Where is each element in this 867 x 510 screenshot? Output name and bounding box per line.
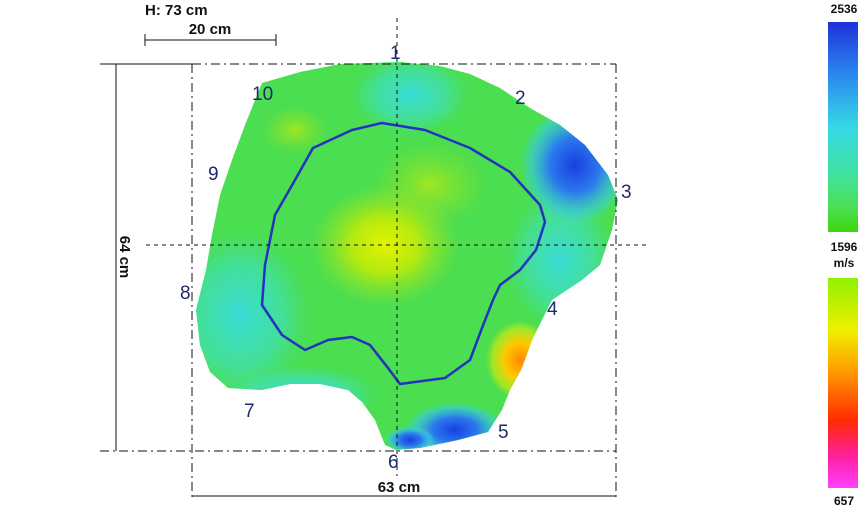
inner-contour-line xyxy=(260,121,547,386)
scale-bar-label: 20 cm xyxy=(189,21,232,38)
cross-section xyxy=(196,62,618,450)
sensor-point-1: 1 xyxy=(390,43,401,64)
sensor-point-3: 3 xyxy=(621,182,632,203)
legend-max-value: 2536 xyxy=(831,2,858,16)
legend-upper-scale xyxy=(828,22,858,232)
legend-mid-value: 1596 xyxy=(831,240,858,254)
sensor-point-7: 7 xyxy=(244,401,255,422)
sensor-point-10: 10 xyxy=(252,84,273,105)
sensor-points: 1 2 3 4 5 6 7 8 9 10 xyxy=(180,43,632,473)
legend-min-value: 657 xyxy=(834,494,854,508)
velocity-legend: 2536 1596 m/s 657 xyxy=(828,2,858,508)
sensor-point-6: 6 xyxy=(388,452,399,473)
sensor-point-9: 9 xyxy=(208,164,219,185)
sensor-point-8: 8 xyxy=(180,283,191,304)
legend-unit: m/s xyxy=(834,256,855,270)
sensor-point-4: 4 xyxy=(547,299,558,320)
vertical-dimension-label: 64 cm xyxy=(116,236,133,279)
bounding-frame xyxy=(100,63,617,500)
vertical-dimension xyxy=(100,63,192,451)
scale-bar xyxy=(144,34,277,46)
legend-lower-scale xyxy=(828,278,858,488)
horizontal-dimension-label: 63 cm xyxy=(378,479,421,496)
sensor-point-2: 2 xyxy=(515,88,526,109)
center-crosshair xyxy=(146,18,650,476)
sensor-point-5: 5 xyxy=(498,422,509,443)
height-label: H: 73 cm xyxy=(145,2,208,19)
